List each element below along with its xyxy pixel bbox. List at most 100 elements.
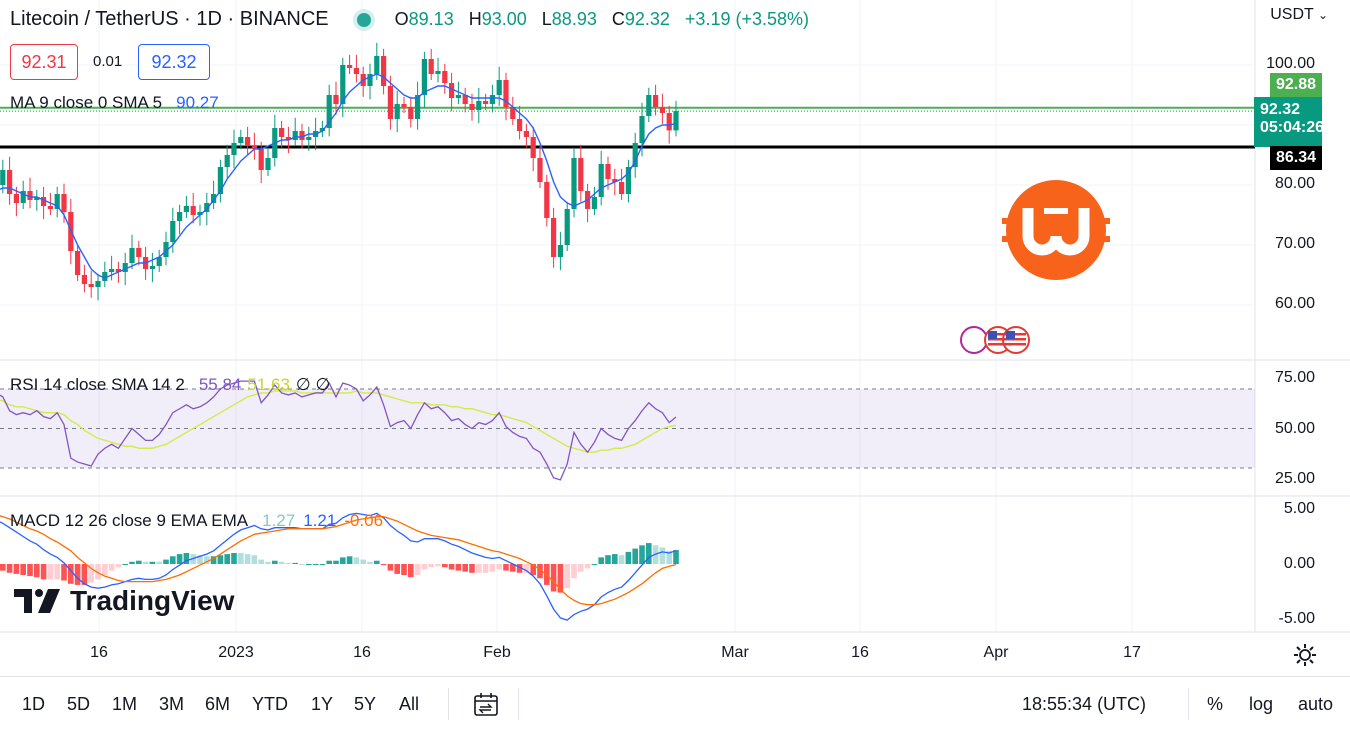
candle-body [13,194,19,203]
auto-scale-button[interactable]: auto [1298,694,1334,714]
candle-body [238,137,244,143]
candle-body [544,182,550,218]
macd-histogram-bar [503,564,509,571]
range-1m-button[interactable]: 1M [112,694,138,714]
macd-histogram-bar [115,564,122,568]
candle-body [326,95,332,128]
macd-histogram-bar [442,564,448,568]
macd-histogram-bar [183,553,190,564]
price-tick: 80.00 [1274,175,1315,192]
candle-body [612,179,618,182]
candle-body [122,263,128,272]
currency-selector[interactable]: USDT ⌄ [1270,6,1328,24]
candle-body [415,95,421,119]
range-6m-button[interactable]: 6M [205,694,231,714]
macd-histogram-bar [95,564,101,580]
rsi-line [0,380,677,481]
macd-histogram-bar [204,556,210,564]
candle-body [530,137,536,158]
macd-histogram-bar [550,564,557,592]
candle-body [523,131,529,137]
macd-tick: 0.00 [1283,555,1315,572]
candle-body [489,95,495,104]
macd-histogram-bar [299,564,305,565]
ma-legend[interactable]: MA 9 close 0 SMA 5 90.27 [10,93,219,113]
rsi-legend[interactable]: RSI 14 close SMA 14 2 55.84 51.63 ∅ ∅ [10,375,330,395]
macd-histogram-bar [612,554,618,564]
candle-body [54,194,60,209]
candle-body [605,164,611,179]
macd-histogram-bar [537,564,543,579]
range-5d-button[interactable]: 5D [67,694,91,714]
macd-histogram-bar [88,564,94,583]
symbol-title[interactable]: Litecoin / TetherUS · 1D · BINANCE [10,8,329,30]
range-1y-button[interactable]: 1Y [311,694,334,714]
candle-body [170,221,176,242]
price-tick: 100.00 [1266,55,1315,72]
macd-histogram-bar [20,564,26,575]
macd-histogram-bar [367,561,373,564]
macd-histogram-bar [408,564,414,578]
time-tick: Mar [721,644,749,661]
macd-signal-line [0,515,677,606]
macd-histogram-bar [176,554,183,564]
candle-body [673,111,679,131]
macd-line [0,512,677,621]
macd-histogram-bar [27,564,33,577]
range-1d-button[interactable]: 1D [22,694,46,714]
macd-histogram-bar [285,562,292,564]
tradingview-watermark: TradingView [14,585,234,617]
macd-histogram-bar [272,560,278,564]
sell-button[interactable]: 92.31 [10,44,78,80]
macd-histogram-bar [584,564,591,569]
time-tick: 16 [90,644,108,661]
candle-body [102,272,108,281]
candle-body [27,191,33,200]
utc-clock[interactable]: 18:55:34 (UTC) [1022,694,1147,714]
range-5y-button[interactable]: 5Y [354,694,377,714]
candle-body [442,71,448,83]
macd-histogram-bar [224,554,230,564]
macd-histogram-bar [659,547,666,564]
candle-body [347,65,353,68]
macd-histogram-bar [40,564,47,580]
candle-body [319,128,325,131]
macd-histogram-bar [251,555,258,564]
candle-body [211,194,217,203]
buy-button[interactable]: 92.32 [138,44,210,80]
range-ytd-button[interactable]: YTD [252,694,288,714]
time-tick: 16 [851,644,869,661]
economic-events-icon[interactable] [956,324,1040,356]
range-all-button[interactable]: All [399,694,420,714]
candle-body [333,95,339,104]
candle-body [653,95,659,107]
macd-histogram-bar [360,559,366,564]
macd-histogram-bar [462,564,468,572]
rsi-sma-legend-value: 51.63 [247,375,290,394]
chart-canvas[interactable] [0,0,1350,676]
close-value: 92.32 [624,9,670,29]
macd-legend[interactable]: MACD 12 26 close 9 EMA EMA 1.27 1.21 -0.06 [10,511,383,531]
macd-tick: -5.00 [1278,610,1315,627]
high-value: 93.00 [481,9,527,29]
settings-gear-icon[interactable] [1292,642,1318,668]
candle-body [61,194,67,212]
candle-body [109,269,115,272]
tradingview-logo-icon [14,589,60,613]
candle-body [7,170,13,194]
candle-body [381,56,387,86]
macd-histogram-bar [244,554,251,564]
candle-body [353,68,359,74]
goto-date-icon[interactable] [473,692,499,718]
toolbar-divider [1188,688,1189,720]
candle-body [503,80,509,107]
time-tick: 16 [353,644,371,661]
candle-body [258,149,264,170]
candle-body [41,197,47,206]
macd-histogram-bar [102,564,108,575]
range-3m-button[interactable]: 3M [159,694,185,714]
log-scale-button[interactable]: log [1249,694,1274,714]
bid-price: 92.31 [21,51,67,72]
macd-signal-value: -0.06 [344,511,384,530]
percent-scale-button[interactable]: % [1207,694,1224,714]
